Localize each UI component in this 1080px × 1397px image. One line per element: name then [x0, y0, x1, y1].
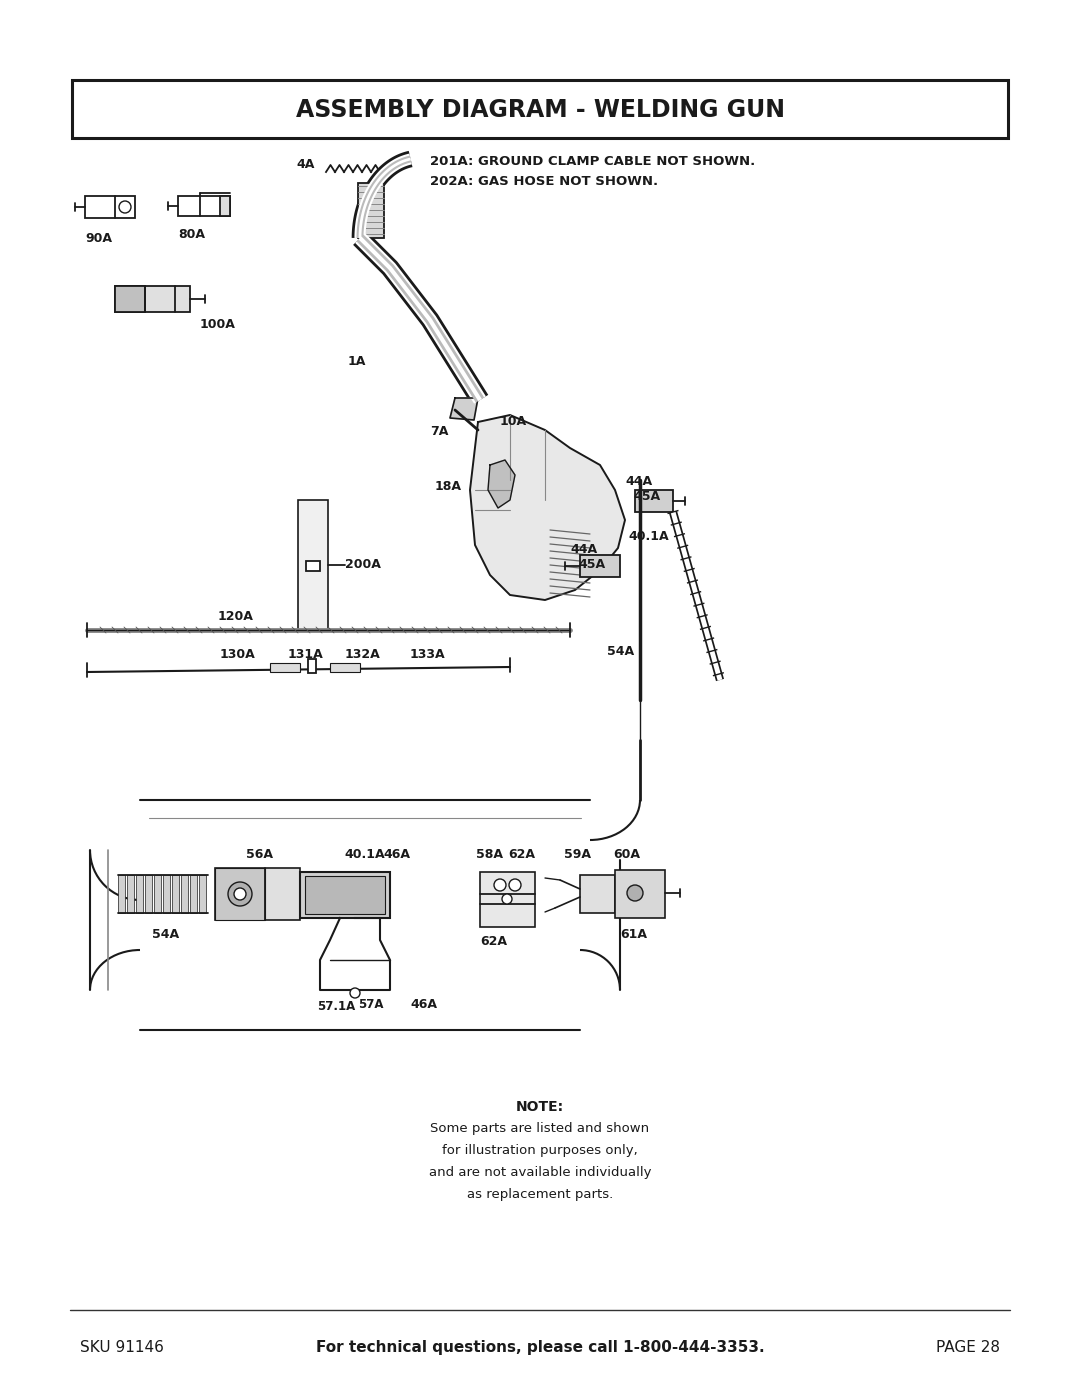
Text: 120A: 120A — [218, 610, 254, 623]
Circle shape — [494, 879, 507, 891]
Text: 44A: 44A — [625, 475, 652, 488]
Text: 58A: 58A — [476, 848, 503, 861]
Bar — [72, 80, 1008, 138]
Circle shape — [228, 882, 252, 907]
Text: 46A: 46A — [410, 997, 437, 1011]
Ellipse shape — [303, 606, 322, 622]
Text: as replacement parts.: as replacement parts. — [467, 1187, 613, 1201]
Text: 133A: 133A — [410, 648, 446, 661]
Text: 131A: 131A — [288, 648, 324, 661]
Text: Some parts are listed and shown: Some parts are listed and shown — [431, 1122, 649, 1134]
Circle shape — [502, 894, 512, 904]
Polygon shape — [450, 398, 478, 420]
Bar — [181, 875, 188, 914]
Text: 1A: 1A — [348, 355, 366, 367]
Bar — [306, 562, 320, 571]
Bar — [580, 555, 620, 577]
Bar — [270, 664, 300, 672]
Text: 40.1A: 40.1A — [627, 529, 669, 543]
Text: 44A: 44A — [570, 543, 597, 556]
Bar — [330, 664, 360, 672]
Bar — [163, 875, 170, 914]
Text: ASSEMBLY DIAGRAM - WELDING GUN: ASSEMBLY DIAGRAM - WELDING GUN — [296, 98, 784, 122]
Text: and are not available individually: and are not available individually — [429, 1166, 651, 1179]
Bar — [145, 875, 152, 914]
Bar — [305, 876, 384, 914]
Bar — [118, 875, 208, 914]
Bar — [215, 868, 265, 921]
Bar — [154, 875, 161, 914]
Text: 4A: 4A — [296, 158, 314, 170]
Text: 201A: GROUND CLAMP CABLE NOT SHOWN.: 201A: GROUND CLAMP CABLE NOT SHOWN. — [430, 155, 755, 168]
Text: 59A: 59A — [564, 848, 591, 861]
Bar — [357, 183, 384, 237]
Text: 100A: 100A — [200, 319, 235, 331]
Text: 61A: 61A — [620, 928, 647, 942]
Circle shape — [234, 888, 246, 900]
Polygon shape — [488, 460, 515, 509]
Bar — [580, 875, 615, 914]
Text: 90A: 90A — [85, 232, 112, 244]
Bar — [136, 875, 143, 914]
Bar — [114, 286, 145, 312]
Bar — [300, 872, 390, 918]
Bar — [85, 196, 135, 218]
Text: 45A: 45A — [633, 490, 660, 503]
Circle shape — [627, 886, 643, 901]
Bar — [118, 875, 125, 914]
Bar — [615, 870, 665, 918]
Ellipse shape — [306, 536, 320, 548]
Bar — [172, 875, 179, 914]
Bar — [308, 659, 316, 673]
Bar — [178, 196, 230, 217]
Text: 62A: 62A — [508, 848, 535, 861]
Text: 62A: 62A — [480, 935, 507, 949]
Text: 45A: 45A — [578, 557, 605, 571]
Text: 60A: 60A — [613, 848, 640, 861]
Text: 132A: 132A — [345, 648, 381, 661]
Ellipse shape — [303, 583, 322, 598]
Bar — [220, 196, 230, 217]
Bar — [298, 500, 328, 630]
Bar — [190, 875, 197, 914]
Circle shape — [350, 988, 360, 997]
Polygon shape — [470, 415, 625, 599]
Bar — [114, 286, 190, 312]
Text: 200A: 200A — [345, 557, 381, 571]
Text: 46A: 46A — [383, 848, 410, 861]
Text: SKU 91146: SKU 91146 — [80, 1340, 164, 1355]
Circle shape — [119, 201, 131, 212]
Text: 56A: 56A — [246, 848, 273, 861]
Text: 10A: 10A — [500, 415, 527, 427]
Text: 18A: 18A — [435, 481, 462, 493]
Text: 202A: GAS HOSE NOT SHOWN.: 202A: GAS HOSE NOT SHOWN. — [430, 175, 658, 189]
Bar — [199, 875, 206, 914]
Text: for illustration purposes only,: for illustration purposes only, — [442, 1144, 638, 1157]
Bar — [480, 872, 535, 928]
Text: NOTE:: NOTE: — [516, 1099, 564, 1113]
Text: 57.1A: 57.1A — [318, 1000, 355, 1013]
Bar — [215, 868, 300, 921]
Bar — [127, 875, 134, 914]
Text: PAGE 28: PAGE 28 — [936, 1340, 1000, 1355]
Text: 130A: 130A — [220, 648, 256, 661]
Text: 40.1A: 40.1A — [345, 848, 384, 861]
Text: 7A: 7A — [430, 425, 448, 439]
Text: 54A: 54A — [152, 928, 179, 942]
Text: 54A: 54A — [607, 645, 634, 658]
Text: 80A: 80A — [178, 228, 205, 242]
Bar — [635, 490, 673, 511]
Text: For technical questions, please call 1-800-444-3353.: For technical questions, please call 1-8… — [315, 1340, 765, 1355]
Text: 57A: 57A — [357, 997, 383, 1011]
Circle shape — [509, 879, 521, 891]
Ellipse shape — [306, 513, 320, 522]
